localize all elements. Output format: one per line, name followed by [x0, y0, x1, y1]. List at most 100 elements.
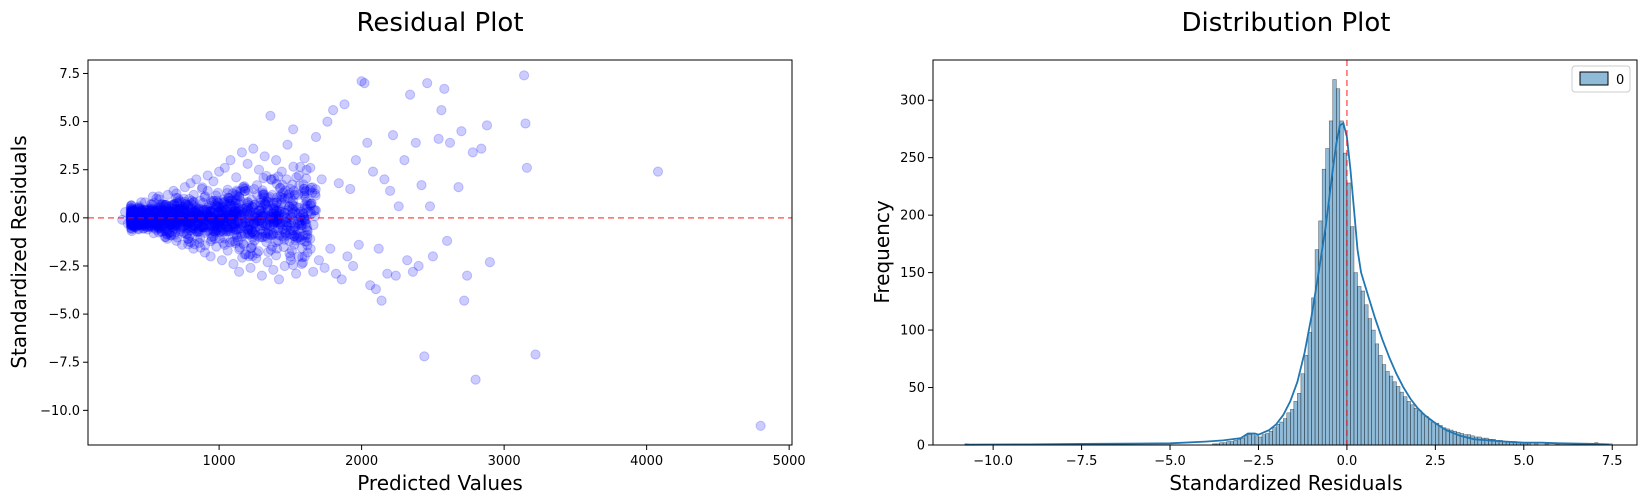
scatter-point-cloud: [213, 206, 224, 218]
scatter-point-cloud: [213, 222, 224, 233]
scatter-point-cloud: [224, 196, 235, 207]
scatter-point-cloud: [258, 196, 269, 207]
scatter-point-cloud: [135, 211, 146, 222]
scatter-point-cloud: [258, 187, 269, 198]
scatter-point-cloud: [245, 243, 257, 254]
scatter-point-cloud: [189, 221, 200, 232]
scatter-point-cloud: [249, 235, 260, 246]
scatter-point: [299, 153, 310, 164]
scatter-point-cloud: [133, 223, 144, 234]
scatter-point-cloud: [202, 202, 213, 213]
scatter-point: [424, 201, 436, 212]
scatter-point-cloud: [260, 231, 271, 242]
scatter-point-cloud: [134, 216, 145, 227]
scatter-point-cloud: [236, 231, 247, 242]
scatter-point-cloud: [234, 217, 245, 228]
scatter-point-cloud: [246, 242, 257, 253]
scatter-point-cloud: [169, 222, 180, 233]
scatter-point-cloud: [170, 207, 181, 218]
scatter-point-cloud: [270, 237, 281, 248]
scatter-point-cloud: [228, 201, 239, 212]
scatter-point-cloud: [126, 205, 137, 216]
scatter-point-cloud: [125, 209, 137, 220]
scatter-point-cloud: [217, 206, 229, 218]
scatter-point-cloud: [274, 183, 285, 194]
scatter-point-cloud: [258, 218, 269, 229]
scatter-point-cloud: [272, 228, 283, 239]
scatter-point: [125, 203, 136, 214]
scatter-point-cloud: [186, 195, 197, 206]
scatter-point-cloud: [272, 243, 283, 254]
scatter-point-cloud: [147, 199, 158, 210]
scatter-point: [225, 155, 236, 166]
scatter-point-cloud: [277, 179, 288, 190]
scatter-point-cloud: [155, 201, 166, 212]
scatter-point-cloud: [301, 222, 312, 233]
scatter-point-cloud: [227, 200, 238, 212]
scatter-point-cloud: [211, 201, 222, 212]
scatter-point-cloud: [168, 206, 179, 217]
scatter-point-cloud: [141, 217, 152, 228]
scatter-point-cloud: [213, 197, 224, 208]
scatter-point-cloud: [178, 222, 189, 233]
scatter-point: [239, 249, 250, 260]
scatter-point-cloud: [273, 235, 284, 246]
scatter-point-cloud: [164, 227, 175, 238]
scatter-point: [342, 251, 353, 262]
scatter-point-cloud: [160, 231, 171, 243]
scatter-point: [353, 239, 364, 250]
scatter-point-cloud: [178, 205, 189, 216]
scatter-point-cloud: [216, 204, 227, 216]
x-tick-label: −5.0: [1154, 454, 1186, 469]
scatter-point-cloud: [132, 208, 143, 219]
scatter-point-cloud: [149, 223, 160, 234]
scatter-point-cloud: [228, 206, 239, 217]
scatter-point-cloud: [164, 219, 175, 230]
scatter-point-cloud: [168, 203, 179, 214]
scatter-point-cloud: [213, 207, 224, 218]
scatter-point-cloud: [182, 199, 194, 210]
scatter-point-cloud: [256, 203, 267, 214]
scatter-point-cloud: [137, 204, 148, 215]
scatter-point-cloud: [143, 203, 154, 214]
scatter-point: [145, 205, 156, 216]
scatter-point-cloud: [265, 220, 276, 231]
scatter-point-cloud: [168, 207, 179, 218]
scatter-point-cloud: [145, 206, 156, 217]
scatter-point-cloud: [149, 206, 160, 217]
scatter-point-cloud: [210, 190, 222, 201]
scatter-point-cloud: [241, 198, 252, 209]
scatter-point-cloud: [228, 222, 239, 233]
scatter-point-cloud: [138, 218, 149, 229]
scatter-point-cloud: [151, 216, 162, 227]
scatter-point-cloud: [279, 234, 290, 245]
scatter-point-cloud: [149, 213, 160, 224]
scatter-point-cloud: [175, 222, 186, 233]
scatter-point-cloud: [300, 230, 311, 241]
scatter-point-cloud: [165, 207, 176, 218]
scatter-point-cloud: [305, 200, 316, 211]
scatter-point-cloud: [157, 209, 169, 220]
scatter-point-cloud: [235, 204, 246, 215]
scatter-point-cloud: [216, 202, 227, 213]
scatter-point-cloud: [142, 209, 153, 220]
scatter-point-cloud: [246, 227, 258, 238]
scatter-point-cloud: [232, 208, 243, 219]
scatter-point-cloud: [299, 190, 310, 201]
scatter-point-cloud: [174, 204, 185, 215]
scatter-point-cloud: [288, 225, 299, 236]
scatter-point-cloud: [126, 209, 137, 220]
scatter-point-cloud: [238, 220, 249, 231]
scatter-point-cloud: [149, 207, 160, 218]
histogram-bar: [1307, 332, 1312, 446]
scatter-point-cloud: [224, 237, 235, 248]
scatter-point-cloud: [141, 208, 152, 219]
scatter-point-cloud: [212, 218, 223, 229]
scatter-point-cloud: [287, 229, 298, 240]
scatter-point-cloud: [307, 187, 318, 198]
scatter-point-cloud: [179, 211, 190, 222]
scatter-point-cloud: [252, 211, 263, 222]
scatter-point-cloud: [296, 223, 307, 234]
x-tick-label: −2.5: [1243, 454, 1275, 469]
scatter-point-cloud: [293, 225, 304, 236]
